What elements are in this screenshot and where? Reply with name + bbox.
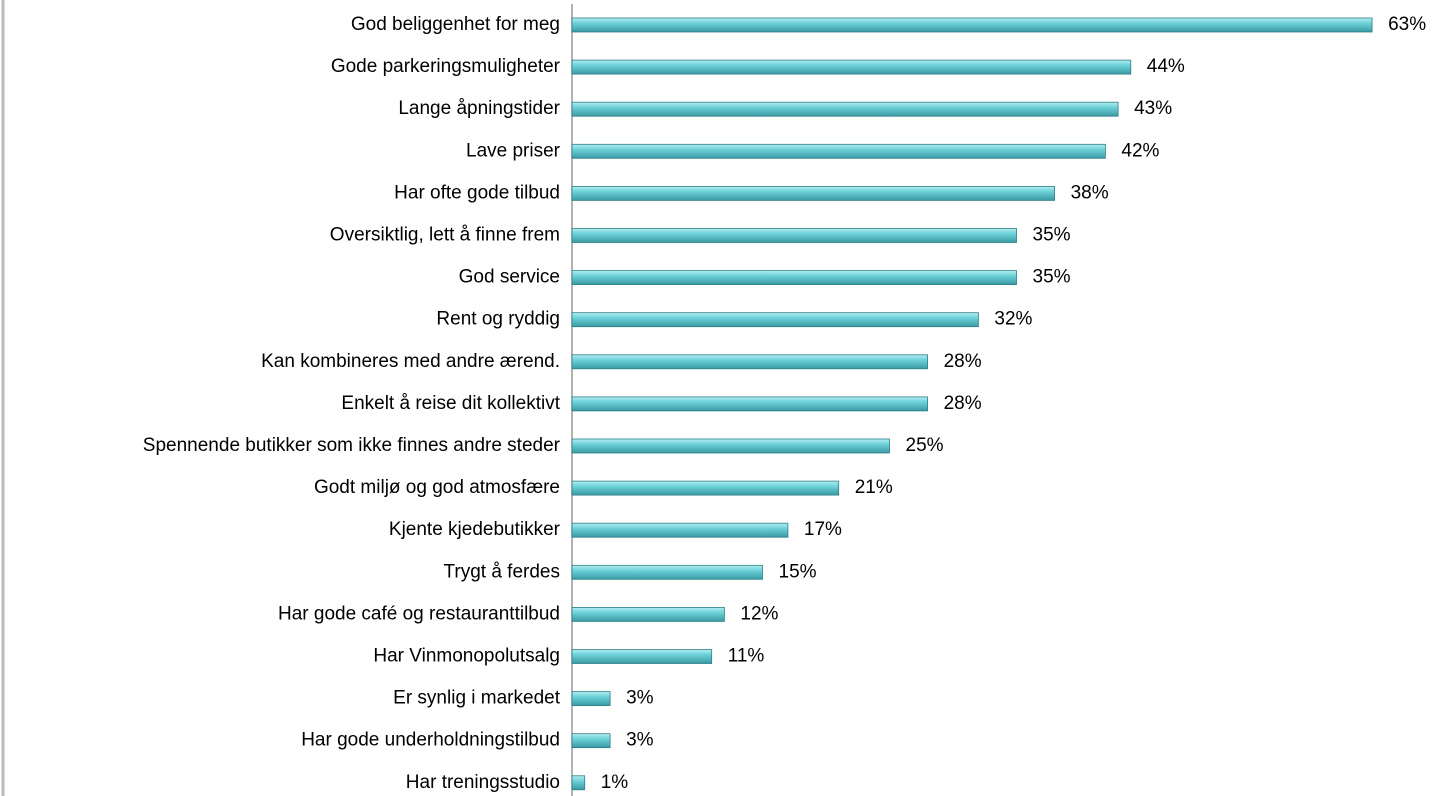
bar xyxy=(571,607,725,622)
value-label: 3% xyxy=(626,730,654,751)
bar xyxy=(571,396,929,412)
category-label: Har ofte gode tilbud xyxy=(394,182,560,203)
value-label: 32% xyxy=(994,309,1032,330)
category-label: Enkelt å reise dit kollektivt xyxy=(341,393,560,414)
value-label: 42% xyxy=(1121,140,1159,161)
category-label: God beliggenhet for meg xyxy=(351,14,560,35)
bar xyxy=(571,649,713,664)
value-label: 35% xyxy=(1033,267,1071,288)
bar xyxy=(571,17,1373,33)
value-label: 44% xyxy=(1147,56,1185,77)
value-label: 63% xyxy=(1388,14,1426,35)
category-label: Har gode underholdningstilbud xyxy=(301,730,560,751)
category-label: Kjente kjedebutikker xyxy=(389,519,561,540)
category-label: Rent og ryddig xyxy=(436,309,560,330)
bar xyxy=(571,775,586,791)
bar xyxy=(571,143,1106,159)
bar xyxy=(571,564,763,580)
value-label: 3% xyxy=(626,688,654,709)
category-label: Kan kombineres med andre ærend. xyxy=(261,351,560,372)
value-label: 35% xyxy=(1033,225,1071,246)
value-label: 15% xyxy=(779,561,817,582)
bar xyxy=(571,270,1017,286)
bar xyxy=(571,354,929,370)
value-label: 38% xyxy=(1071,182,1109,203)
value-label: 17% xyxy=(804,519,842,540)
category-label: God service xyxy=(459,267,560,288)
bar xyxy=(571,438,890,454)
value-label: 28% xyxy=(944,393,982,414)
category-label: Er synlig i markedet xyxy=(393,688,561,709)
bar xyxy=(571,522,789,538)
value-label: 21% xyxy=(855,477,893,498)
category-label: Spennende butikker som ikke finnes andre… xyxy=(143,435,561,456)
category-label: Har Vinmonopolutsalg xyxy=(373,646,560,667)
bar xyxy=(571,691,611,706)
category-label: Oversiktlig, lett å finne frem xyxy=(330,225,560,246)
category-label: Trygt å ferdes xyxy=(443,561,560,582)
category-label: Godt miljø og god atmosfære xyxy=(314,477,560,498)
category-label: Gode parkeringsmuligheter xyxy=(331,56,561,77)
bar xyxy=(571,59,1132,75)
bar xyxy=(571,101,1119,117)
bar xyxy=(571,185,1056,201)
value-label: 11% xyxy=(728,646,765,667)
category-label: Lave priser xyxy=(466,140,561,161)
value-label: 12% xyxy=(740,603,778,624)
bar xyxy=(571,312,979,328)
value-label: 28% xyxy=(944,351,982,372)
value-label: 25% xyxy=(906,435,944,456)
category-label: Har treningsstudio xyxy=(406,772,560,793)
bar xyxy=(571,480,840,496)
value-label: 43% xyxy=(1134,98,1172,119)
category-label: Har gode café og restauranttilbud xyxy=(278,603,560,624)
bar xyxy=(571,228,1017,243)
value-label: 1% xyxy=(601,772,629,793)
category-label: Lange åpningstider xyxy=(398,98,560,119)
bar xyxy=(571,733,611,749)
